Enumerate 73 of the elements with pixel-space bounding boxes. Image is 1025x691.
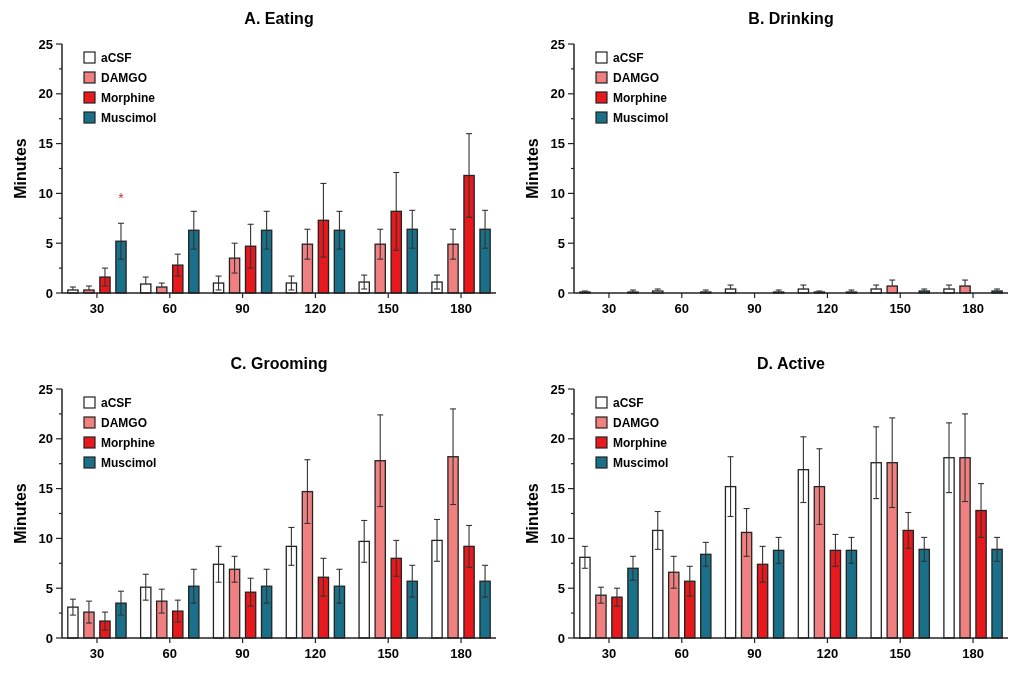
legend-label: Morphine bbox=[613, 436, 668, 451]
x-tick-label: 150 bbox=[889, 301, 912, 316]
x-tick-label: 60 bbox=[674, 646, 690, 661]
x-tick-label: 90 bbox=[747, 646, 762, 661]
x-tick-label: 60 bbox=[674, 301, 690, 316]
x-tick-label: 150 bbox=[377, 646, 400, 661]
y-tick-label: 10 bbox=[38, 530, 53, 546]
legend-label: Muscimol bbox=[613, 456, 669, 471]
y-tick-label: 10 bbox=[38, 185, 53, 201]
y-tick-label: 10 bbox=[550, 185, 565, 201]
legend-label: Muscimol bbox=[101, 456, 157, 471]
chart-title: B. Drinking bbox=[748, 10, 834, 27]
annotation: * bbox=[118, 190, 125, 207]
x-tick-label: 120 bbox=[304, 301, 327, 316]
y-tick-label: 15 bbox=[550, 136, 565, 152]
y-tick-label: 0 bbox=[557, 630, 565, 646]
y-tick-label: 0 bbox=[45, 630, 53, 646]
x-tick-label: 180 bbox=[962, 301, 984, 316]
legend-label: aCSF bbox=[101, 396, 132, 411]
y-tick-label: 0 bbox=[45, 285, 53, 301]
y-tick-label: 20 bbox=[550, 431, 565, 447]
y-tick-label: 0 bbox=[557, 285, 565, 301]
chart-title: A. Eating bbox=[244, 10, 314, 27]
x-tick-label: 150 bbox=[377, 301, 400, 316]
y-tick-label: 5 bbox=[557, 235, 565, 251]
x-tick-label: 120 bbox=[816, 301, 839, 316]
x-tick-label: 30 bbox=[601, 301, 617, 316]
legend-label: aCSF bbox=[613, 51, 644, 66]
legend-label: DAMGO bbox=[613, 71, 659, 86]
chart-title: D. Active bbox=[757, 355, 826, 372]
y-tick-label: 5 bbox=[45, 580, 53, 596]
x-tick-label: 60 bbox=[162, 646, 178, 661]
y-axis-title: Minutes bbox=[12, 138, 29, 199]
legend-label: Muscimol bbox=[613, 111, 669, 126]
y-tick-label: 20 bbox=[550, 86, 565, 102]
legend-label: aCSF bbox=[613, 396, 644, 411]
y-tick-label: 20 bbox=[38, 86, 53, 102]
legend-label: Morphine bbox=[101, 91, 156, 106]
x-tick-label: 30 bbox=[601, 646, 617, 661]
x-tick-label: 150 bbox=[889, 646, 912, 661]
y-tick-label: 15 bbox=[38, 136, 53, 152]
x-tick-label: 60 bbox=[162, 301, 178, 316]
legend-label: aCSF bbox=[101, 51, 132, 66]
x-tick-label: 180 bbox=[450, 301, 472, 316]
y-tick-label: 20 bbox=[38, 431, 53, 447]
y-tick-label: 25 bbox=[38, 36, 53, 52]
legend-label: DAMGO bbox=[101, 71, 147, 86]
x-tick-label: 90 bbox=[235, 301, 250, 316]
y-axis-title: Minutes bbox=[524, 483, 541, 544]
y-tick-label: 10 bbox=[550, 530, 565, 546]
x-tick-label: 30 bbox=[89, 646, 105, 661]
y-tick-label: 25 bbox=[550, 381, 565, 397]
y-tick-label: 5 bbox=[557, 580, 565, 596]
legend-label: Muscimol bbox=[101, 111, 157, 126]
legend-label: Morphine bbox=[613, 91, 668, 106]
y-tick-label: 15 bbox=[550, 481, 565, 497]
chart-title: C. Grooming bbox=[230, 355, 328, 372]
legend-label: Morphine bbox=[101, 436, 156, 451]
y-tick-label: 25 bbox=[38, 381, 53, 397]
y-tick-label: 25 bbox=[550, 36, 565, 52]
x-tick-label: 90 bbox=[235, 646, 250, 661]
x-tick-label: 180 bbox=[962, 646, 984, 661]
x-tick-label: 30 bbox=[89, 301, 105, 316]
x-tick-label: 120 bbox=[816, 646, 839, 661]
legend-label: DAMGO bbox=[613, 416, 659, 431]
legend-label: DAMGO bbox=[101, 416, 147, 431]
y-tick-label: 15 bbox=[38, 481, 53, 497]
y-axis-title: Minutes bbox=[12, 483, 29, 544]
y-axis-title: Minutes bbox=[524, 138, 541, 199]
x-tick-label: 90 bbox=[747, 301, 762, 316]
x-tick-label: 120 bbox=[304, 646, 327, 661]
y-tick-label: 5 bbox=[45, 235, 53, 251]
x-tick-label: 180 bbox=[450, 646, 472, 661]
